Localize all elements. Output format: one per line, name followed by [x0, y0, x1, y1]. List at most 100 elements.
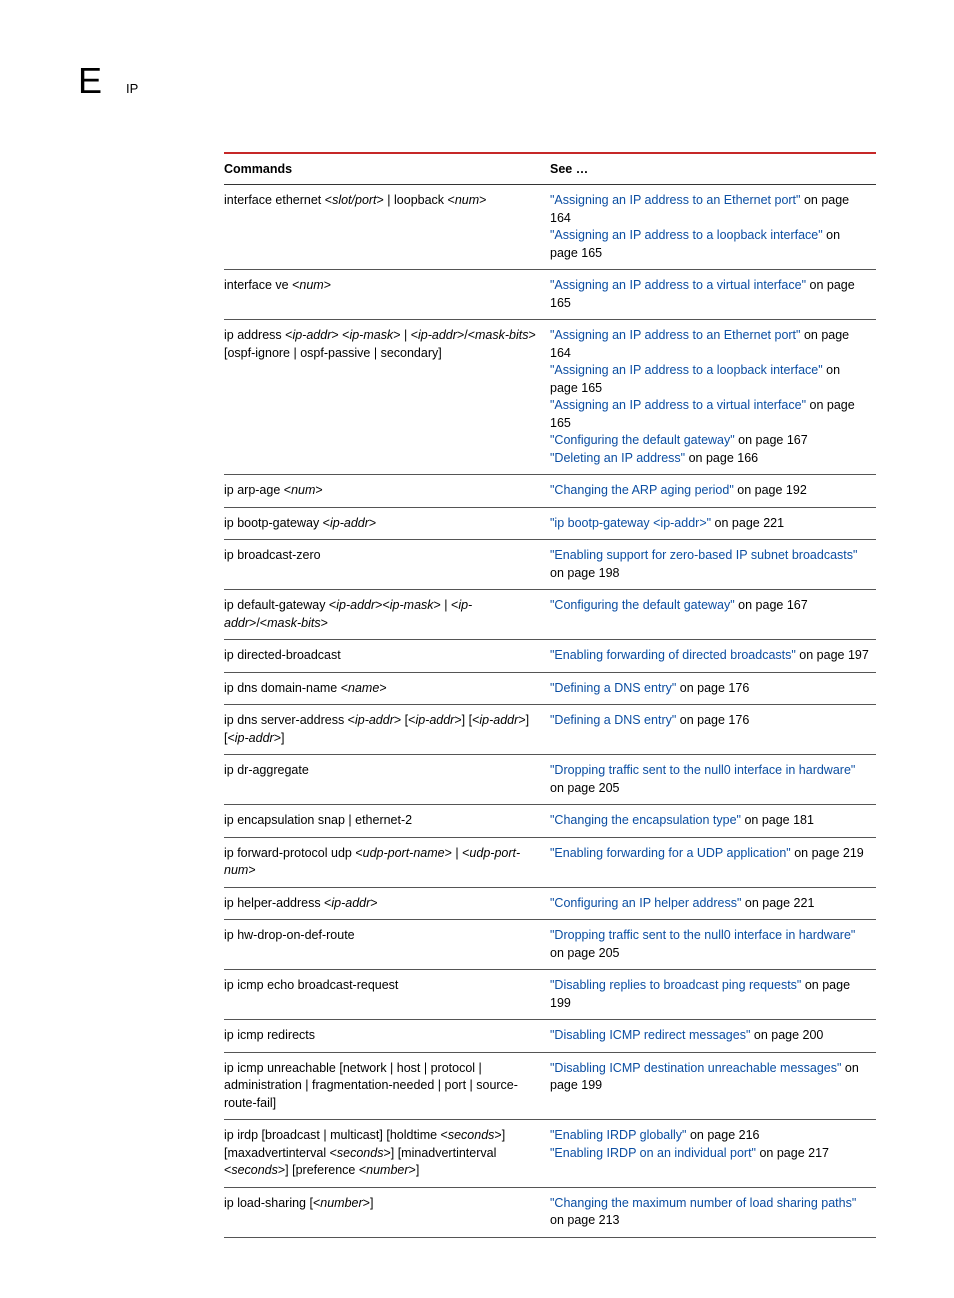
command-cell: ip arp-age <num>	[224, 475, 550, 508]
see-cell: "Disabling replies to broadcast ping req…	[550, 970, 876, 1020]
reference-link[interactable]: "Deleting an IP address"	[550, 451, 685, 465]
reference-link[interactable]: "Enabling IRDP on an individual port"	[550, 1146, 756, 1160]
command-cell: ip directed-broadcast	[224, 640, 550, 673]
reference-link[interactable]: "Enabling support for zero-based IP subn…	[550, 548, 857, 562]
reference-page: on page 219	[791, 846, 864, 860]
table-body: interface ethernet <slot/port> | loopbac…	[224, 185, 876, 1238]
see-reference: "Configuring the default gateway" on pag…	[550, 597, 870, 615]
command-cell: ip irdp [broadcast | multicast] [holdtim…	[224, 1120, 550, 1188]
see-cell: "Changing the ARP aging period" on page …	[550, 475, 876, 508]
reference-link[interactable]: "Disabling ICMP redirect messages"	[550, 1028, 750, 1042]
reference-link[interactable]: "Configuring an IP helper address"	[550, 896, 741, 910]
reference-link[interactable]: "Assigning an IP address to a loopback i…	[550, 363, 823, 377]
see-reference: "Enabling support for zero-based IP subn…	[550, 547, 870, 582]
command-cell: ip dns domain-name <name>	[224, 672, 550, 705]
see-reference: "Changing the maximum number of load sha…	[550, 1195, 870, 1230]
reference-link[interactable]: "Assigning an IP address to a virtual in…	[550, 398, 806, 412]
see-cell: "Changing the maximum number of load sha…	[550, 1187, 876, 1237]
command-cell: ip dns server-address <ip-addr> [<ip-add…	[224, 705, 550, 755]
command-cell: ip forward-protocol udp <udp-port-name> …	[224, 837, 550, 887]
reference-link[interactable]: "Assigning an IP address to a loopback i…	[550, 228, 823, 242]
see-cell: "Enabling support for zero-based IP subn…	[550, 540, 876, 590]
table-row: ip arp-age <num>"Changing the ARP aging …	[224, 475, 876, 508]
see-reference: "Dropping traffic sent to the null0 inte…	[550, 927, 870, 962]
see-reference: "Disabling ICMP redirect messages" on pa…	[550, 1027, 870, 1045]
see-reference: "Assigning an IP address to a virtual in…	[550, 277, 870, 312]
reference-link[interactable]: "Changing the maximum number of load sha…	[550, 1196, 856, 1210]
table-row: ip icmp echo broadcast-request"Disabling…	[224, 970, 876, 1020]
see-cell: "Assigning an IP address to an Ethernet …	[550, 185, 876, 270]
see-reference: "Enabling IRDP globally" on page 216	[550, 1127, 870, 1145]
reference-page: on page 176	[676, 681, 749, 695]
reference-link[interactable]: "Assigning an IP address to an Ethernet …	[550, 193, 800, 207]
reference-link[interactable]: "Defining a DNS entry"	[550, 713, 676, 727]
reference-page: on page 205	[550, 946, 620, 960]
reference-page: on page 205	[550, 781, 620, 795]
table-row: ip icmp redirects"Disabling ICMP redirec…	[224, 1020, 876, 1053]
table-row: ip load-sharing [<number>]"Changing the …	[224, 1187, 876, 1237]
table-row: ip dr-aggregate"Dropping traffic sent to…	[224, 755, 876, 805]
reference-page: on page 166	[685, 451, 758, 465]
col-see: See …	[550, 153, 876, 185]
reference-link[interactable]: "Disabling replies to broadcast ping req…	[550, 978, 801, 992]
see-reference: "Enabling IRDP on an individual port" on…	[550, 1145, 870, 1163]
reference-link[interactable]: "Enabling IRDP globally"	[550, 1128, 687, 1142]
reference-link[interactable]: "Assigning an IP address to a virtual in…	[550, 278, 806, 292]
reference-link[interactable]: "Changing the ARP aging period"	[550, 483, 734, 497]
see-cell: "Enabling forwarding of directed broadca…	[550, 640, 876, 673]
see-reference: "ip bootp-gateway <ip-addr>" on page 221	[550, 515, 870, 533]
reference-link[interactable]: "Configuring the default gateway"	[550, 598, 735, 612]
see-cell: "Changing the encapsulation type" on pag…	[550, 805, 876, 838]
reference-link[interactable]: "Disabling ICMP destination unreachable …	[550, 1061, 841, 1075]
reference-link[interactable]: "Defining a DNS entry"	[550, 681, 676, 695]
table-row: ip bootp-gateway <ip-addr>"ip bootp-gate…	[224, 507, 876, 540]
reference-link[interactable]: "Dropping traffic sent to the null0 inte…	[550, 928, 855, 942]
reference-page: on page 221	[711, 516, 784, 530]
table-row: interface ethernet <slot/port> | loopbac…	[224, 185, 876, 270]
command-cell: ip bootp-gateway <ip-addr>	[224, 507, 550, 540]
command-cell: ip helper-address <ip-addr>	[224, 887, 550, 920]
reference-link[interactable]: "Assigning an IP address to an Ethernet …	[550, 328, 800, 342]
see-reference: "Assigning an IP address to a virtual in…	[550, 397, 870, 432]
command-cell: ip load-sharing [<number>]	[224, 1187, 550, 1237]
table-row: ip encapsulation snap | ethernet-2"Chang…	[224, 805, 876, 838]
reference-page: on page 181	[741, 813, 814, 827]
reference-link[interactable]: "ip bootp-gateway <ip-addr>"	[550, 516, 711, 530]
table-row: ip helper-address <ip-addr>"Configuring …	[224, 887, 876, 920]
section-letter: E	[78, 60, 102, 102]
command-cell: interface ve <num>	[224, 270, 550, 320]
command-reference-table: Commands See … interface ethernet <slot/…	[224, 152, 876, 1238]
table-row: ip icmp unreachable [network | host | pr…	[224, 1052, 876, 1120]
reference-page: on page 217	[756, 1146, 829, 1160]
see-cell: "Dropping traffic sent to the null0 inte…	[550, 920, 876, 970]
table-row: ip address <ip-addr> <ip-mask> | <ip-add…	[224, 320, 876, 475]
command-cell: ip icmp echo broadcast-request	[224, 970, 550, 1020]
command-cell: ip address <ip-addr> <ip-mask> | <ip-add…	[224, 320, 550, 475]
reference-page: on page 198	[550, 566, 620, 580]
see-cell: "Defining a DNS entry" on page 176	[550, 705, 876, 755]
see-reference: "Disabling ICMP destination unreachable …	[550, 1060, 870, 1095]
see-cell: "Disabling ICMP destination unreachable …	[550, 1052, 876, 1120]
see-cell: "Configuring an IP helper address" on pa…	[550, 887, 876, 920]
reference-page: on page 176	[676, 713, 749, 727]
reference-page: on page 216	[687, 1128, 760, 1142]
reference-link[interactable]: "Configuring the default gateway"	[550, 433, 735, 447]
reference-link[interactable]: "Enabling forwarding of directed broadca…	[550, 648, 796, 662]
table-row: ip dns server-address <ip-addr> [<ip-add…	[224, 705, 876, 755]
command-cell: interface ethernet <slot/port> | loopbac…	[224, 185, 550, 270]
command-cell: ip broadcast-zero	[224, 540, 550, 590]
reference-link[interactable]: "Enabling forwarding for a UDP applicati…	[550, 846, 791, 860]
reference-link[interactable]: "Dropping traffic sent to the null0 inte…	[550, 763, 855, 777]
command-cell: ip icmp unreachable [network | host | pr…	[224, 1052, 550, 1120]
see-reference: "Enabling forwarding of directed broadca…	[550, 647, 870, 665]
see-reference: "Deleting an IP address" on page 166	[550, 450, 870, 468]
command-cell: ip default-gateway <ip-addr><ip-mask> | …	[224, 590, 550, 640]
command-cell: ip icmp redirects	[224, 1020, 550, 1053]
see-reference: "Defining a DNS entry" on page 176	[550, 680, 870, 698]
see-reference: "Assigning an IP address to an Ethernet …	[550, 192, 870, 227]
see-cell: "Disabling ICMP redirect messages" on pa…	[550, 1020, 876, 1053]
table-row: ip hw-drop-on-def-route"Dropping traffic…	[224, 920, 876, 970]
see-reference: "Configuring the default gateway" on pag…	[550, 432, 870, 450]
command-cell: ip encapsulation snap | ethernet-2	[224, 805, 550, 838]
reference-link[interactable]: "Changing the encapsulation type"	[550, 813, 741, 827]
